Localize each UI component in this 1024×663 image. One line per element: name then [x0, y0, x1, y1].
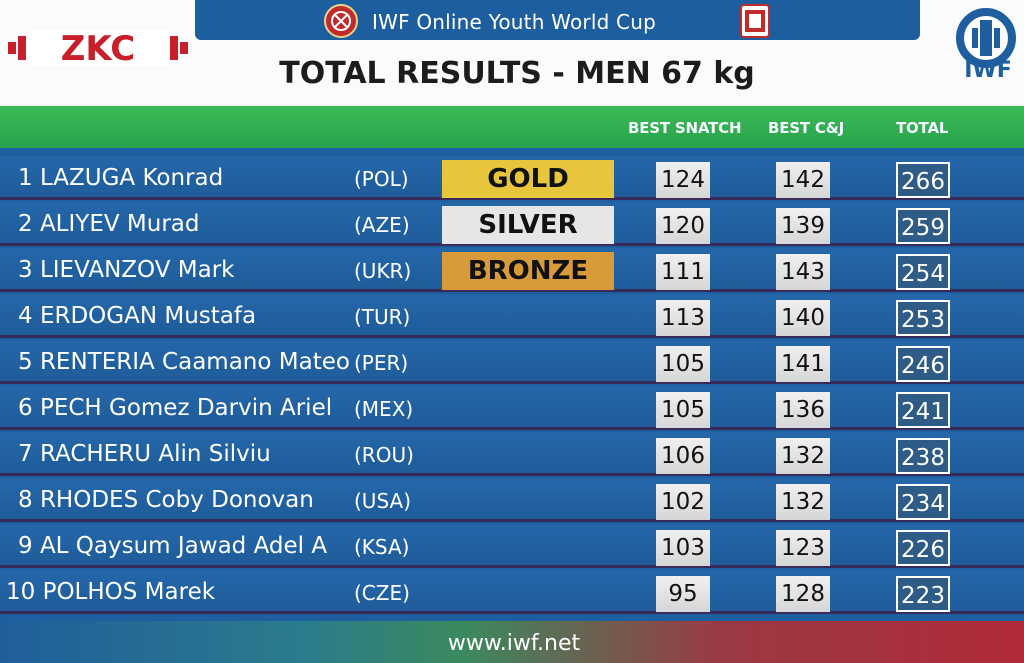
athlete-name: 2 ALIYEV Murad — [18, 211, 200, 237]
results-title: TOTAL RESULTS - MEN 67 kg — [279, 56, 755, 91]
table-row: 2 ALIYEV Murad (AZE) SILVER 120 139 259 — [0, 202, 1024, 246]
athlete-name: 5 RENTERIA Caamano Mateo — [18, 349, 350, 375]
total-value: 226 — [896, 530, 950, 566]
athlete-name: 9 AL Qaysum Jawad Adel A — [18, 533, 328, 559]
athlete-name: 8 RHODES Coby Donovan — [18, 487, 314, 513]
best-snatch-value: 106 — [656, 438, 710, 474]
header: ZKC IWF Online Youth World Cup IWF TOTAL… — [0, 0, 1024, 106]
total-value: 259 — [896, 208, 950, 244]
table-row: 3 LIEVANZOV Mark (UKR) BRONZE 111 143 25… — [0, 248, 1024, 292]
footer-band — [0, 621, 1024, 663]
athlete-country: (UKR) — [354, 259, 412, 283]
best-cj-value: 143 — [776, 254, 830, 290]
athlete-country: (POL) — [354, 167, 409, 191]
table-row: 6 PECH Gomez Darvin Ariel (MEX) 105 136 … — [0, 386, 1024, 430]
best-cj-value: 140 — [776, 300, 830, 336]
table-row: 9 AL Qaysum Jawad Adel A (KSA) 103 123 2… — [0, 524, 1024, 568]
medal-badge-bronze: BRONZE — [442, 252, 614, 290]
athlete-name: 4 ERDOGAN Mustafa — [18, 303, 257, 329]
medal-badge-gold: GOLD — [442, 160, 614, 198]
sponsor-logo-text: ZKC — [61, 29, 135, 69]
best-cj-value: 136 — [776, 392, 830, 428]
total-value: 246 — [896, 346, 950, 382]
table-row: 4 ERDOGAN Mustafa (TUR) 113 140 253 — [0, 294, 1024, 338]
total-value: 254 — [896, 254, 950, 290]
iwf-logo — [956, 8, 1016, 68]
athlete-country: (ROU) — [354, 443, 414, 467]
best-cj-value: 132 — [776, 438, 830, 474]
athlete-name: 7 RACHERU Alin Silviu — [18, 441, 271, 467]
best-cj-value: 141 — [776, 346, 830, 382]
federation-flag-icon — [740, 4, 770, 38]
best-cj-value: 142 — [776, 162, 830, 198]
athlete-country: (PER) — [354, 351, 409, 375]
best-snatch-value: 95 — [656, 576, 710, 612]
total-value: 234 — [896, 484, 950, 520]
best-snatch-value: 120 — [656, 208, 710, 244]
event-band — [195, 0, 920, 40]
column-best-cj: BEST C&J — [768, 119, 845, 137]
athlete-country: (CZE) — [354, 581, 410, 605]
iwf-logo-text: IWF — [964, 58, 1012, 83]
athlete-name: 6 PECH Gomez Darvin Ariel — [18, 395, 333, 421]
athlete-country: (AZE) — [354, 213, 410, 237]
best-snatch-value: 105 — [656, 392, 710, 428]
event-title: IWF Online Youth World Cup — [372, 10, 656, 34]
footer-url: www.iwf.net — [447, 631, 581, 656]
athlete-country: (TUR) — [354, 305, 411, 329]
athlete-name: 10 POLHOS Marek — [6, 579, 216, 605]
best-snatch-value: 102 — [656, 484, 710, 520]
athlete-country: (MEX) — [354, 397, 414, 421]
table-row: 7 RACHERU Alin Silviu (ROU) 106 132 238 — [0, 432, 1024, 476]
athlete-country: (USA) — [354, 489, 411, 513]
table-row: 8 RHODES Coby Donovan (USA) 102 132 234 — [0, 478, 1024, 522]
medal-badge-silver: SILVER — [442, 206, 614, 244]
best-snatch-value: 111 — [656, 254, 710, 290]
total-value: 266 — [896, 162, 950, 198]
total-value: 238 — [896, 438, 950, 474]
best-snatch-value: 103 — [656, 530, 710, 566]
best-cj-value: 123 — [776, 530, 830, 566]
table-row: 1 LAZUGA Konrad (POL) GOLD 124 142 266 — [0, 156, 1024, 200]
youth-cup-emblem-icon — [324, 4, 358, 38]
total-value: 223 — [896, 576, 950, 612]
best-cj-value: 132 — [776, 484, 830, 520]
athlete-country: (KSA) — [354, 535, 410, 559]
total-value: 241 — [896, 392, 950, 428]
table-row: 5 RENTERIA Caamano Mateo (PER) 105 141 2… — [0, 340, 1024, 384]
sponsor-logo: ZKC — [8, 29, 188, 69]
best-cj-value: 128 — [776, 576, 830, 612]
best-snatch-value: 113 — [656, 300, 710, 336]
best-snatch-value: 124 — [656, 162, 710, 198]
table-row: 10 POLHOS Marek (CZE) 95 128 223 — [0, 570, 1024, 614]
column-total: TOTAL — [896, 119, 949, 137]
column-header-bar — [0, 106, 1024, 148]
column-best-snatch: BEST SNATCH — [628, 119, 742, 137]
athlete-name: 1 LAZUGA Konrad — [18, 165, 224, 191]
athlete-name: 3 LIEVANZOV Mark — [18, 257, 235, 283]
total-value: 253 — [896, 300, 950, 336]
best-snatch-value: 105 — [656, 346, 710, 382]
best-cj-value: 139 — [776, 208, 830, 244]
